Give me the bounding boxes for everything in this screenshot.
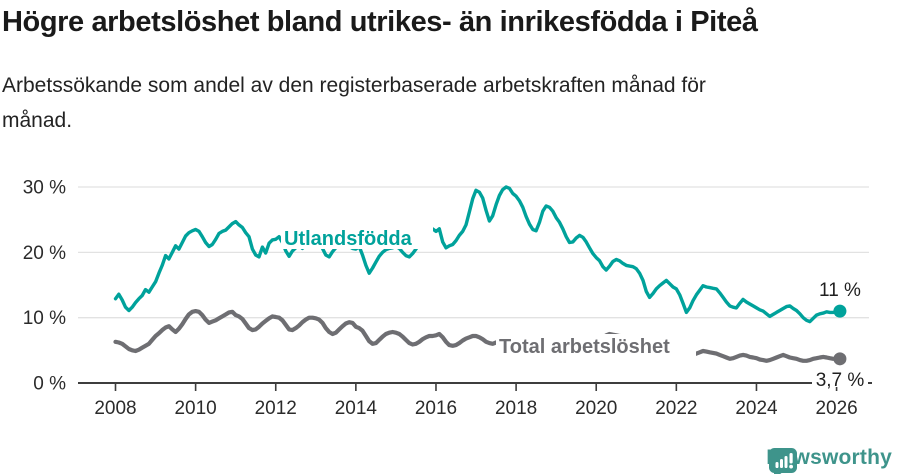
x-axis-tick-label: 2018 — [495, 398, 537, 419]
series-line-total — [113, 309, 843, 363]
y-axis-tick-label: 20 % — [23, 243, 66, 264]
x-axis-tick-label: 2026 — [815, 398, 857, 419]
chart-title: Högre arbetslöshet bland utrikes- än inr… — [2, 6, 758, 38]
bar-tall — [784, 456, 788, 468]
exclamation-bar — [789, 453, 793, 464]
series-end-dot — [833, 352, 847, 366]
end-value-label-total: 3,7 % — [816, 370, 865, 391]
y-axis-tick-label: 0 % — [33, 374, 66, 395]
newsworthy-logo[interactable]: Newsworthy — [766, 446, 892, 474]
chart-subtitle: Arbetssökande som andel av den registerb… — [2, 68, 862, 138]
x-axis-tick-label: 2022 — [655, 398, 697, 419]
gridlines — [78, 186, 869, 319]
newsworthy-icon — [769, 448, 798, 474]
y-axis-tick-label: 10 % — [23, 308, 66, 329]
series-lines — [113, 185, 847, 366]
end-label-mask-total — [812, 371, 868, 387]
chart-labels: Utlandsfödda Total arbetslöshet 11 % 3,7… — [281, 227, 868, 391]
y-axis-tick-label: 30 % — [23, 178, 66, 199]
series-label-mask-total — [496, 334, 696, 360]
series-label-mask-utlandsfodda — [281, 227, 433, 249]
x-axis-tick-label: 2020 — [575, 398, 617, 419]
series-line-utlandsfodda — [113, 185, 842, 324]
x-axis-tick-label: 2010 — [174, 398, 216, 419]
bar-small — [775, 462, 779, 468]
x-axis-tick-label: 2012 — [255, 398, 297, 419]
bar-medium — [780, 459, 784, 468]
series-label-total: Total arbetslöshet — [499, 336, 670, 358]
newsworthy-wordmark: Newsworthy — [766, 446, 892, 469]
x-axis-tick-label: 2016 — [415, 398, 457, 419]
subtitle-line-1: Arbetssökande som andel av den registerb… — [2, 74, 706, 97]
end-value-label-utlandsfodda: 11 % — [819, 280, 861, 301]
x-axis-tick-label: 2014 — [335, 398, 378, 419]
subtitle-line-2: månad. — [2, 109, 73, 132]
x-axis-tick-label: 2008 — [94, 398, 136, 419]
series-label-utlandsfodda: Utlandsfödda — [284, 228, 413, 250]
x-axis-tick-label: 2024 — [735, 398, 778, 419]
series-end-dot — [833, 304, 847, 318]
exclamation-dot — [789, 464, 794, 469]
axes: 0 % 10 % 20 % 30 % 2008 2010 2012 2014 2016 2018 2… — [23, 178, 872, 419]
